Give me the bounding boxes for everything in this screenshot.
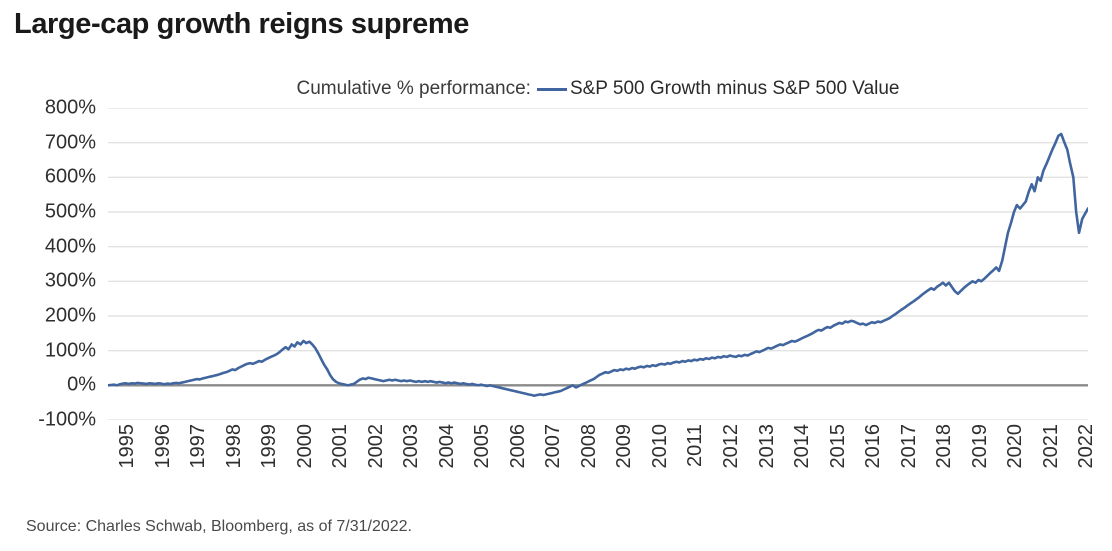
x-axis-tick-label: 2004 [435,424,458,469]
x-axis-tick-label: 2017 [897,424,920,469]
source-note: Source: Charles Schwab, Bloomberg, as of… [26,518,412,535]
y-axis-tick-label: 800% [44,96,96,119]
y-axis-tick-label: -100% [38,408,96,431]
x-axis-tick-label: 2003 [400,424,423,469]
y-axis-tick-label: 100% [44,339,96,362]
y-axis-tick-label: 400% [44,235,96,258]
y-axis-tick-label: 200% [44,304,96,327]
y-axis-tick-label: 300% [44,269,96,292]
legend-line-swatch-icon [536,87,567,91]
y-axis-tick-label: 500% [44,200,96,223]
chart-legend: Cumulative % performance: S&P 500 Growth… [108,76,1088,102]
gridlines-group [108,108,1088,420]
x-axis-tick-label: 2020 [1004,424,1027,469]
x-axis-tick-label: 2001 [329,424,352,469]
x-axis-tick-label: 2011 [684,424,707,468]
x-axis-tick-label: 2021 [1039,424,1062,469]
x-axis-tick-label: 2007 [542,424,565,469]
x-axis-tick-label: 2019 [968,424,991,469]
x-axis: 1995 1996 1997 1998 1999 2000 2001 2002 2003 2004… [108,424,1097,500]
x-axis-tick-label: 2022 [1075,424,1098,469]
y-axis-tick-label: 0% [67,373,96,396]
y-axis: 800% 700% 600% 500% 400% 300% 200% 100% 0% -100% [0,97,100,431]
x-axis-tick-label: 1995 [116,424,138,469]
series-line-sp500-growth-minus-value [108,132,1088,398]
x-axis-tick-label: 2006 [506,424,529,469]
plot-wrapper: 800% 700% 600% 500% 400% 300% 200% 100% 0% -100% [0,97,1112,431]
x-axis-tick-label: 2014 [791,424,814,469]
legend-prefix-label: Cumulative % performance: [296,78,531,99]
x-axis-tick-label: 2000 [293,424,316,469]
x-axis-tick-label: 2013 [755,424,778,469]
y-axis-tick-label: 700% [44,131,96,154]
x-axis-tick-label: 2005 [471,424,494,469]
x-axis-tick-label: 1998 [222,424,245,469]
x-axis-tick-label: 2009 [613,424,636,469]
x-axis-tick-label: 2015 [826,424,849,469]
line-chart-svg [108,108,1088,420]
x-axis-tick-label: 2008 [577,424,600,469]
plot-area [108,108,1088,420]
x-axis-tick-label: 1999 [258,424,281,469]
x-axis-tick-label: 2012 [719,424,742,469]
x-axis-tick-label: 1997 [187,424,210,469]
x-axis-tick-label: 2010 [648,424,671,469]
x-axis-tick-label: 2016 [862,424,885,469]
y-axis-tick-label: 600% [44,165,96,188]
legend-series-label: S&P 500 Growth minus S&P 500 Value [569,78,900,99]
x-axis-tick-label: 2018 [933,424,956,469]
x-axis-tick-label: 2002 [364,424,387,469]
page-title: Large-cap growth reigns supreme [14,8,469,40]
x-axis-tick-label: 1996 [151,424,174,469]
